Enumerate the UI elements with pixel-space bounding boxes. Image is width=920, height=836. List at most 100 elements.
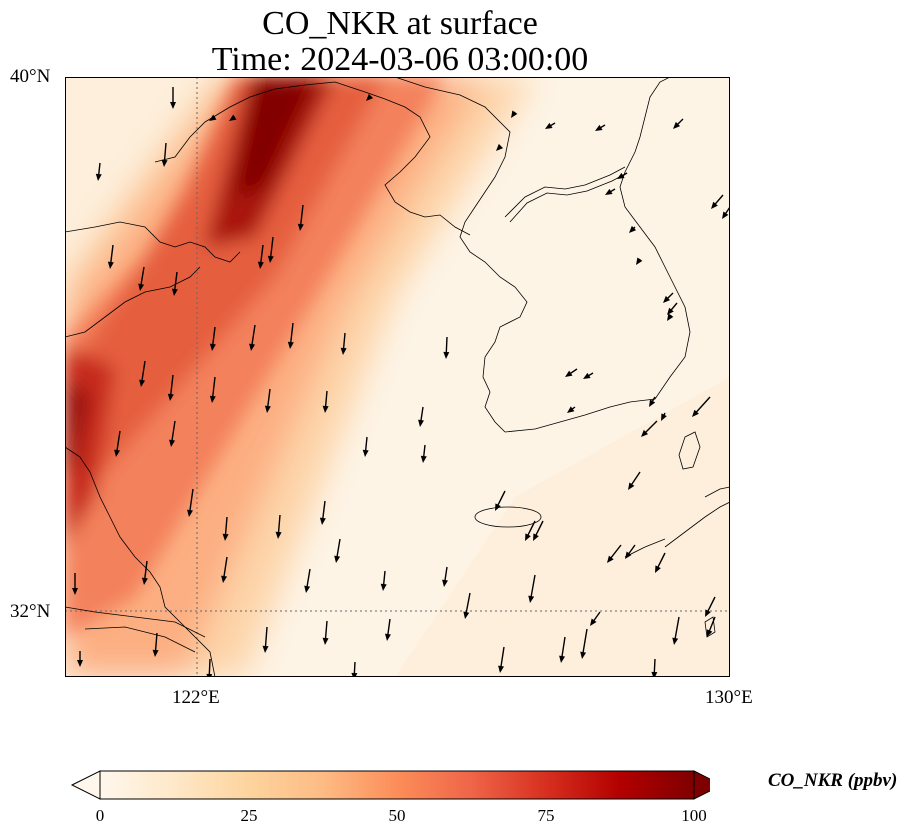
wind-arrow-head [580,651,587,659]
wind-arrow-shaft [224,516,228,538]
wind-arrow-shaft [264,626,268,650]
colorbar-tick-75: 75 [537,806,555,825]
wind-arrow-head [304,585,311,593]
lat-label-40n: 40°N [10,66,51,87]
wind-arrow-head [625,551,632,559]
wind-arrow-shaft [143,560,148,582]
wind-arrow-head [722,211,729,219]
wind-arrow-head [114,449,121,457]
wind-arrow-head [249,343,256,351]
wind-arrow-head [420,455,427,463]
colorbar-max-extend [693,770,710,800]
wind-arrow-head [319,517,326,525]
wind-arrow-shaft [109,244,114,266]
wind-arrow-shaft [211,376,216,400]
wind-arrow-head [187,509,193,517]
wind-arrow-head [443,351,450,359]
wind-arrow-shaft [266,388,271,410]
wind-arrow-head [607,555,614,563]
concentration-map [65,77,730,677]
wind-arrow-head [595,124,603,131]
wind-arrow-head [267,255,274,263]
wind-arrow-head [366,93,374,101]
wind-arrow-head [629,225,637,233]
wind-arrow-head [152,649,159,657]
lat-label-32n: 32°N [10,601,51,622]
lon-label-130e: 130°E [705,687,753,708]
wind-arrow-head [667,313,674,321]
wind-arrow-shaft [289,322,294,346]
wind-arrow-shaft [656,552,666,570]
colorbar-label: CO_NKR (ppbv) [768,770,898,791]
wind-arrow-head [95,173,102,181]
wind-arrow-head [141,577,148,585]
wind-arrow-head [384,633,391,641]
wind-arrow-shaft [342,332,346,352]
wind-arrow-shaft [694,396,711,415]
wind-arrow-shaft [335,538,341,560]
wind-arrow-head [567,406,575,413]
wind-arrow-head [528,595,535,603]
wind-arrow-head [590,618,597,626]
wind-arrow-head [673,121,681,129]
wind-arrow-head [169,439,176,447]
plume-core [65,77,445,637]
wind-arrow-head [705,609,711,617]
wind-arrow-head [649,399,656,407]
wind-arrow-head [262,645,269,653]
wind-arrow-head [628,482,635,490]
wind-arrow-shaft [154,632,158,654]
wind-arrow-head [340,347,347,355]
wind-arrow-shaft [499,646,505,670]
wind-arrow-head [287,341,294,349]
wind-arrow-head [221,575,228,583]
wind-arrow-head [655,565,661,573]
wind-arrow-head [222,533,229,541]
wind-arrow-head [641,429,649,437]
wind-arrow-head [496,143,504,151]
map-subtitle-time: Time: 2024-03-06 03:00:00 [211,41,589,78]
coastlines [65,77,730,677]
wind-arrow-head [672,637,679,645]
wind-arrow-shaft [211,326,216,348]
wind-arrow-shaft [324,620,328,642]
wind-arrow-head [171,288,178,296]
wind-arrow-head [511,110,518,118]
wind-arrow-head [533,533,539,541]
wind-arrow-shaft [560,636,566,660]
wind-arrow-shaft [250,324,256,348]
wind-arrow-shaft [581,628,588,656]
wind-arrow-head [617,172,625,179]
wind-arrow-shaft [643,420,658,435]
wind-arrow-head [209,343,216,351]
wind-arrow-head [418,419,425,427]
wind-arrow-head [583,372,591,379]
wind-arrow-head [209,114,217,121]
wind-arrow-head [334,555,341,563]
wind-arrow-head [498,665,505,673]
wind-arrow-head [565,370,573,377]
colorbar [70,770,710,800]
wind-arrow-shaft [173,271,178,293]
map-panel [65,77,730,677]
wind-arrow-head [605,188,613,195]
wind-arrow-shaft [386,618,391,638]
wind-arrow-shaft [269,236,274,260]
wind-arrow-head [636,257,643,265]
wind-arrow-head [107,261,114,269]
wind-arrow-head [209,395,216,403]
wind-arrow-head [559,655,566,663]
wind-arrow-head [442,579,449,587]
wind-arrow-shaft [299,204,304,228]
wind-arrow-shaft [321,500,326,522]
wind-arrow-shaft [169,374,174,398]
colorbar-gradient [99,770,695,800]
wind-arrow-shaft [208,658,211,677]
wind-arrow-shaft [140,360,146,384]
wind-arrow-shaft [259,244,264,266]
wind-arrow-head [463,611,470,619]
wind-arrow-head [545,122,553,129]
wind-vectors [65,87,730,677]
lon-label-122e: 122°E [172,687,220,708]
wind-arrow-shaft [115,430,121,454]
